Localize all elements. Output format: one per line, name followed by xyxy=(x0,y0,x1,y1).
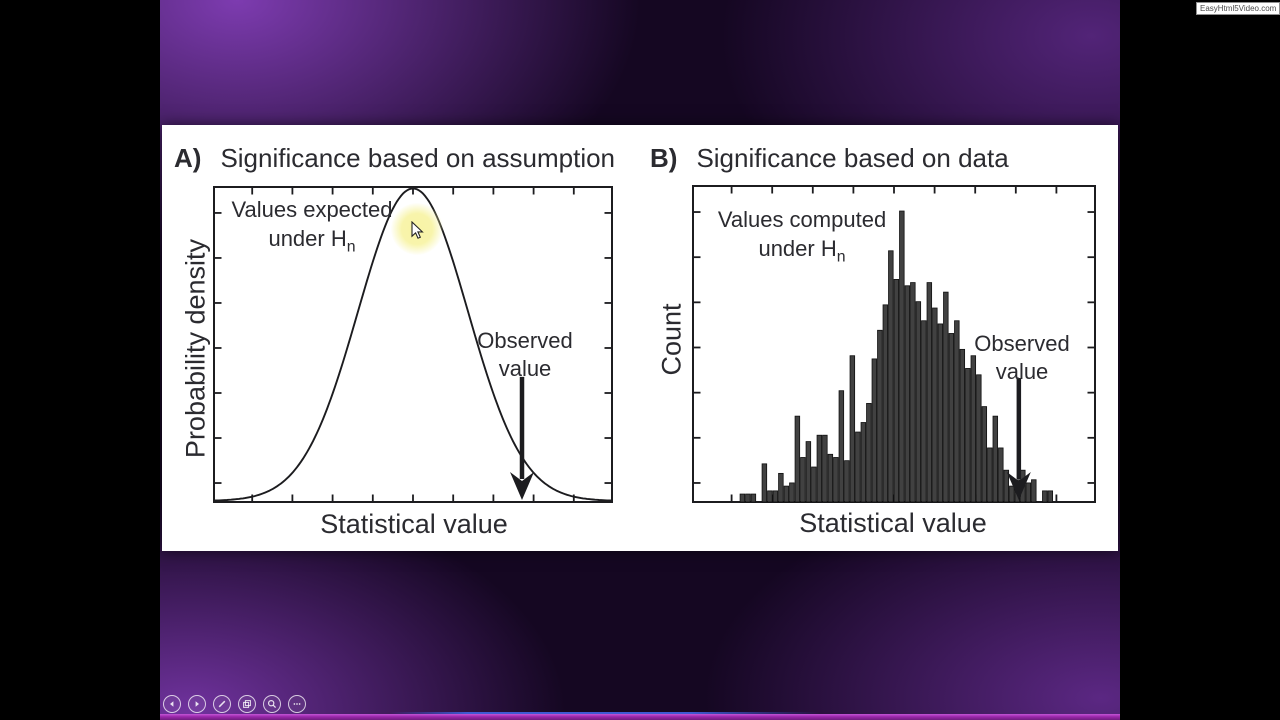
letterbox-left xyxy=(0,0,160,720)
panel-a-annotation-line1: Values expected xyxy=(231,197,393,222)
more-options-button[interactable] xyxy=(288,695,306,713)
gaussian-density-chart xyxy=(213,186,613,503)
panel-b-label: B) xyxy=(650,143,678,173)
slide-overview-button[interactable] xyxy=(238,695,256,713)
panel-a-x-axis-label: Statistical value xyxy=(320,509,508,539)
pen-icon xyxy=(218,700,226,708)
panel-b-x-axis-label: Statistical value xyxy=(799,508,987,538)
panel-b-title-text: Significance based on data xyxy=(696,143,1009,173)
pages-icon xyxy=(243,700,251,708)
panel-a-annotation-line2: under Hn xyxy=(268,226,356,256)
ellipsis-icon xyxy=(293,703,301,705)
panel-b-observed-label: Observed value xyxy=(974,331,1070,384)
slide: A) Significance based on assumption Prob… xyxy=(162,125,1118,551)
next-slide-button[interactable] xyxy=(188,695,206,713)
previous-slide-button[interactable] xyxy=(163,695,181,713)
panel-b-title: B) Significance based on data xyxy=(650,143,1009,174)
letterbox-right xyxy=(1120,0,1280,720)
pen-tool-button[interactable] xyxy=(213,695,231,713)
panel-b-annotation: Values computed under Hn xyxy=(690,205,914,271)
presentation-stage: A) Significance based on assumption Prob… xyxy=(160,0,1120,720)
player-toolbar xyxy=(163,695,306,713)
panel-a-title-text: Significance based on assumption xyxy=(220,143,616,173)
arrow-right-icon xyxy=(195,701,199,707)
panel-a-title: A) Significance based on assumption xyxy=(174,143,615,174)
watermark-badge[interactable]: EasyHtml5Video.com xyxy=(1196,2,1280,15)
histogram-chart xyxy=(692,185,1096,503)
arrow-left-icon xyxy=(170,701,174,707)
panel-a-observed-label: Observed value xyxy=(477,328,573,381)
panel-b-annotation-line2: under Hn xyxy=(758,236,846,266)
magnifier-icon xyxy=(267,699,277,709)
panel-b-annotation-line1: Values computed xyxy=(717,207,887,232)
zoom-button[interactable] xyxy=(263,695,281,713)
panel-a-annotation: Values expected under Hn xyxy=(202,195,422,261)
progress-line xyxy=(390,712,820,714)
panel-b-y-axis-label: Count xyxy=(656,303,687,376)
panel-a-label: A) xyxy=(174,143,202,173)
mouse-cursor-icon xyxy=(411,221,424,239)
player-bottom-strip xyxy=(160,714,1120,720)
